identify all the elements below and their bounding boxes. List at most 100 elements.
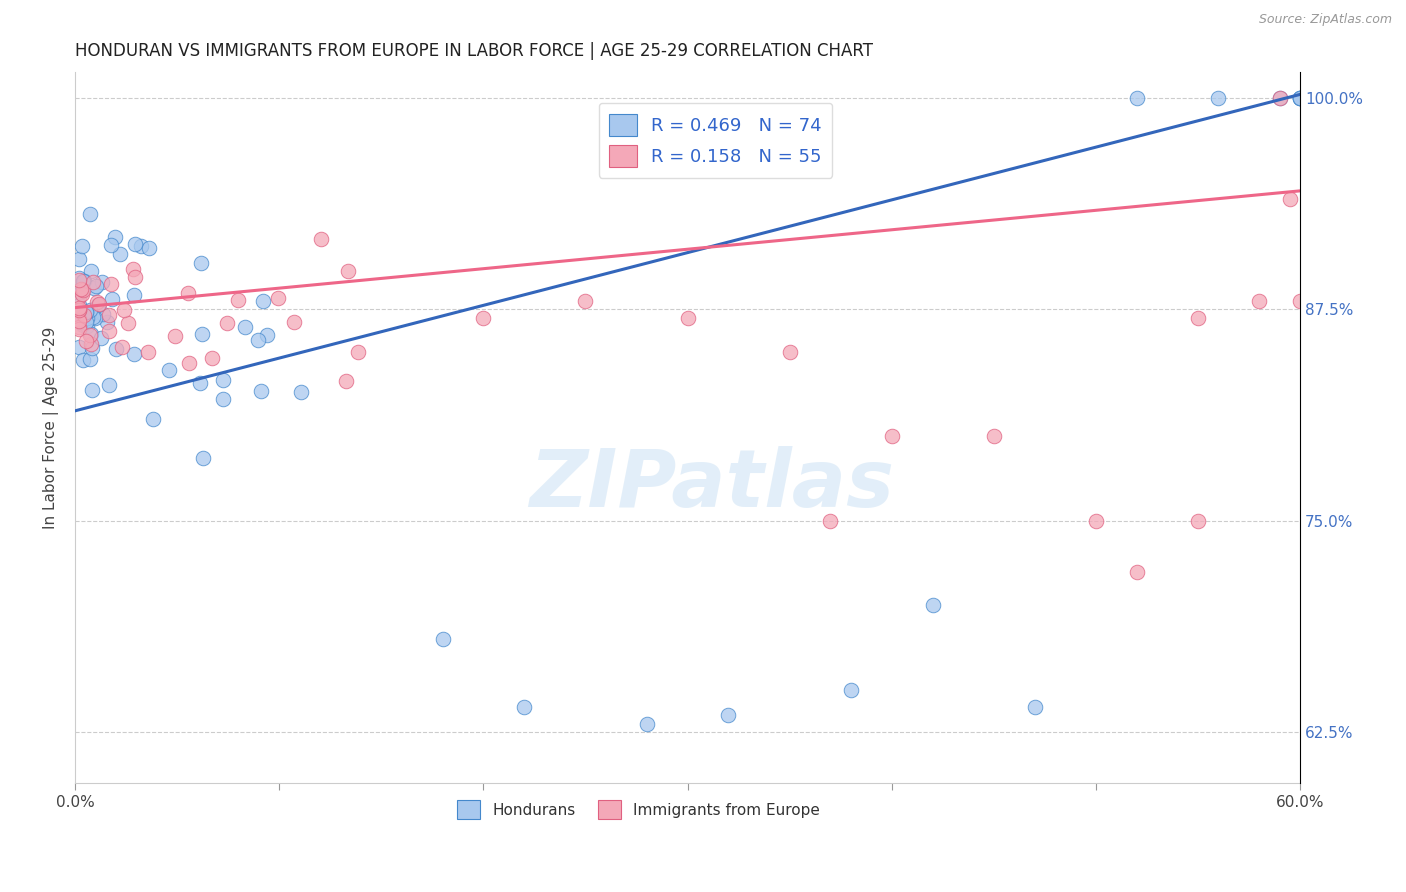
Point <box>100 237 122 252</box>
Point <box>191 326 214 341</box>
Point <box>247 333 270 347</box>
Point <box>80 327 103 342</box>
Point <box>67 311 90 326</box>
Point <box>67 322 90 336</box>
Point <box>121 262 143 277</box>
Point <box>67 320 90 334</box>
Point <box>336 263 359 277</box>
Point <box>472 310 495 325</box>
Point <box>79 264 101 278</box>
Point <box>76 310 98 325</box>
Point <box>188 376 211 391</box>
Point <box>98 377 121 392</box>
Point <box>1084 514 1107 528</box>
Point <box>73 274 96 288</box>
Point <box>212 372 235 386</box>
Point <box>89 297 111 311</box>
Point <box>335 374 357 388</box>
Point <box>75 304 97 318</box>
Point <box>72 274 94 288</box>
Point <box>91 306 114 320</box>
Point <box>432 632 454 647</box>
Point <box>1249 293 1271 308</box>
Point <box>80 383 103 397</box>
Point <box>67 252 90 266</box>
Point <box>1278 192 1301 206</box>
Point <box>67 314 90 328</box>
Point <box>157 363 180 377</box>
Point <box>72 352 94 367</box>
Point <box>346 345 368 359</box>
Point <box>86 298 108 312</box>
Point <box>67 298 90 312</box>
Point <box>112 302 135 317</box>
Text: ZIPatlas: ZIPatlas <box>530 446 894 524</box>
Point <box>124 236 146 251</box>
Point <box>96 315 118 329</box>
Point <box>1268 91 1291 105</box>
Point <box>111 340 134 354</box>
Point <box>676 310 699 325</box>
Point <box>72 283 94 297</box>
Point <box>880 429 903 443</box>
Point <box>1208 91 1230 105</box>
Point <box>101 292 124 306</box>
Point <box>72 318 94 332</box>
Y-axis label: In Labor Force | Age 25-29: In Labor Force | Age 25-29 <box>44 326 59 529</box>
Point <box>283 315 305 329</box>
Point <box>97 324 120 338</box>
Text: Source: ZipAtlas.com: Source: ZipAtlas.com <box>1258 13 1392 27</box>
Point <box>124 270 146 285</box>
Point <box>79 352 101 367</box>
Point <box>80 342 103 356</box>
Point <box>122 288 145 302</box>
Point <box>129 239 152 253</box>
Point <box>70 238 93 252</box>
Point <box>839 683 862 698</box>
Point <box>136 345 159 359</box>
Point <box>252 294 274 309</box>
Point <box>1125 91 1147 105</box>
Point <box>1289 91 1312 105</box>
Point <box>1289 91 1312 105</box>
Point <box>1268 91 1291 105</box>
Point <box>67 271 90 285</box>
Point <box>1289 293 1312 308</box>
Point <box>104 230 127 244</box>
Point <box>1024 699 1046 714</box>
Point <box>215 316 238 330</box>
Point <box>256 327 278 342</box>
Point <box>267 291 290 305</box>
Point <box>67 301 90 315</box>
Point <box>67 302 90 317</box>
Point <box>179 356 201 370</box>
Point <box>69 282 91 296</box>
Text: HONDURAN VS IMMIGRANTS FROM EUROPE IN LABOR FORCE | AGE 25-29 CORRELATION CHART: HONDURAN VS IMMIGRANTS FROM EUROPE IN LA… <box>75 42 873 60</box>
Point <box>921 599 943 613</box>
Point <box>249 384 271 398</box>
Point <box>117 316 139 330</box>
Point <box>83 311 105 326</box>
Point <box>211 392 233 406</box>
Point <box>309 232 332 246</box>
Point <box>69 285 91 299</box>
Legend: Hondurans, Immigrants from Europe: Hondurans, Immigrants from Europe <box>451 794 827 825</box>
Point <box>574 293 596 308</box>
Point <box>235 320 257 334</box>
Point <box>80 336 103 351</box>
Point <box>142 411 165 425</box>
Point <box>983 429 1005 443</box>
Point <box>76 318 98 333</box>
Point <box>108 247 131 261</box>
Point <box>67 290 90 304</box>
Point <box>90 331 112 345</box>
Point <box>97 308 120 322</box>
Point <box>226 293 249 308</box>
Point <box>67 314 90 328</box>
Point <box>779 344 801 359</box>
Point <box>73 308 96 322</box>
Point <box>83 281 105 295</box>
Point <box>86 295 108 310</box>
Point <box>165 328 187 343</box>
Point <box>1187 514 1209 528</box>
